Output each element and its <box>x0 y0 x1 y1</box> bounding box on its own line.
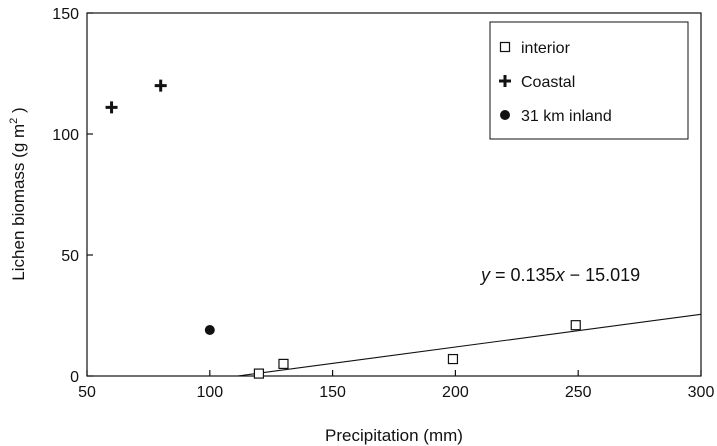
legend-marker-plus <box>499 75 511 87</box>
y-axis-label: Lichen biomass (g m2 ) <box>8 107 28 280</box>
trendline <box>237 313 702 377</box>
x-tick-label: 50 <box>78 384 96 401</box>
legend-entry-label: 31 km inland <box>521 108 612 125</box>
data-point-square-open <box>278 358 289 369</box>
plot-frame <box>86 12 702 377</box>
y-axis-label-superscript: 2 <box>8 118 20 124</box>
x-tick-label: 200 <box>442 384 469 401</box>
x-axis-label: Precipitation (mm) <box>325 426 463 445</box>
data-point-circle-filled <box>204 325 215 336</box>
data-points <box>105 79 581 379</box>
data-point-square-open <box>253 368 265 379</box>
y-axis-ticks: 0 50 100 150 <box>52 6 93 386</box>
legend-marker-circle-filled <box>500 110 510 120</box>
y-tick-label: 50 <box>61 248 79 265</box>
data-point-plus <box>105 101 118 114</box>
legend-marker-square-open <box>499 41 511 53</box>
data-point-square-open <box>570 320 581 331</box>
x-axis-ticks: 50 100 150 200 250 300 <box>78 370 714 401</box>
legend-entry-label: interior <box>521 40 571 57</box>
legend-entry-label: Coastal <box>521 74 575 91</box>
y-tick-label: 0 <box>70 369 79 386</box>
data-point-square-open <box>447 353 459 365</box>
x-tick-label: 300 <box>688 384 715 401</box>
x-tick-label: 150 <box>319 384 346 401</box>
x-tick-label: 250 <box>565 384 592 401</box>
trendline-equation: y = 0.135x − 15.019 <box>479 265 640 285</box>
x-tick-label: 100 <box>196 384 223 401</box>
legend: interior Coastal 31 km inland <box>489 21 689 140</box>
legend-box <box>489 21 689 140</box>
data-point-plus <box>154 79 167 92</box>
y-tick-label: 150 <box>52 6 79 23</box>
y-tick-label: 100 <box>52 127 79 144</box>
